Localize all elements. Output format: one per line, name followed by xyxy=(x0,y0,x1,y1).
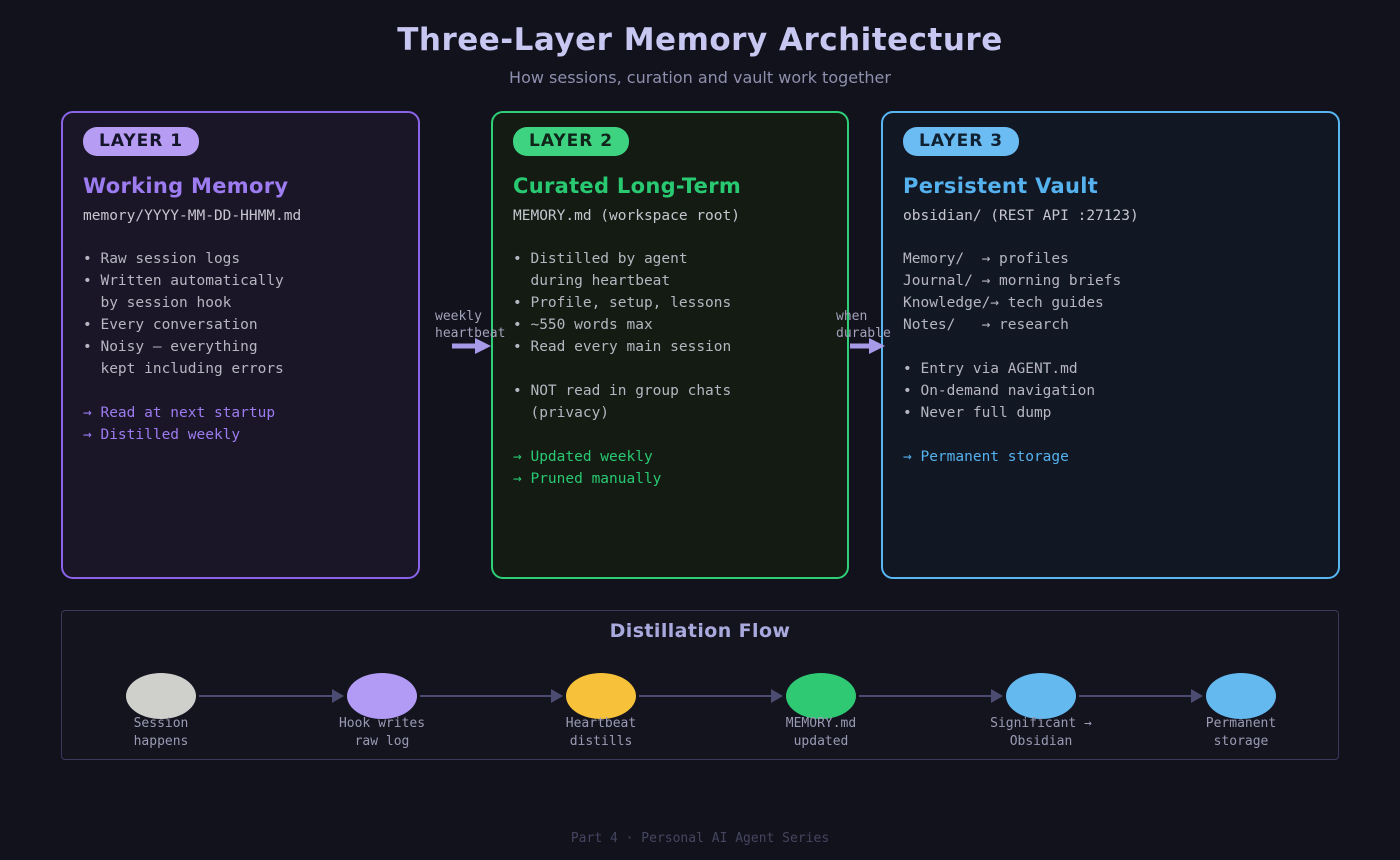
flow-node-permanent-storage xyxy=(1206,673,1276,719)
flow-arrow-icon xyxy=(420,689,563,703)
flow-node-significant-obsidian xyxy=(1006,673,1076,719)
layer3-outcomes: → Permanent storage xyxy=(903,449,1069,465)
layer3-persistent-vault-card: LAYER 3 Persistent Vault obsidian/ (REST… xyxy=(881,111,1340,579)
connector-arrow-right-icon xyxy=(452,337,492,359)
flow-node-session-happens xyxy=(126,673,196,719)
layer2-bullet-list: • Distilled by agent during heartbeat • … xyxy=(513,251,732,421)
layer3-badge: LAYER 3 xyxy=(903,127,1020,156)
layer1-title: Working Memory xyxy=(83,174,289,198)
layer2-outcomes: → Updated weekly → Pruned manually xyxy=(513,449,662,487)
flow-node-label: Hook writes raw log xyxy=(338,716,426,749)
flow-node-hook-writes-raw-log xyxy=(347,673,417,719)
layer3-title: Persistent Vault xyxy=(903,174,1099,198)
page-subtitle: How sessions, curation and vault work to… xyxy=(509,68,891,87)
layer3-directory-list: Memory/ → profiles Journal/ → morning br… xyxy=(903,251,1122,421)
layer1-outcomes: → Read at next startup → Distilled weekl… xyxy=(83,405,276,443)
flow-arrow-icon xyxy=(1079,689,1203,703)
connector-arrow-right-icon xyxy=(850,337,886,359)
page-title: Three-Layer Memory Architecture xyxy=(397,22,1003,58)
layer1-badge: LAYER 1 xyxy=(83,127,200,156)
layer1-bullet-list: • Raw session logs • Written automatical… xyxy=(83,251,284,377)
distillation-flow-panel: Distillation Flow Session happens Hook w… xyxy=(61,610,1339,760)
flow-node-label: Heartbeat distills xyxy=(565,716,637,749)
footer-series-caption: Part 4 · Personal AI Agent Series xyxy=(570,831,830,846)
flow-arrow-icon xyxy=(859,689,1003,703)
layer2-file-path: MEMORY.md (workspace root) xyxy=(513,208,740,224)
flow-arrow-icon xyxy=(199,689,344,703)
flow-title: Distillation Flow xyxy=(609,620,791,642)
layer2-curated-long-term-card: LAYER 2 Curated Long-Term MEMORY.md (wor… xyxy=(491,111,849,579)
layer1-working-memory-card: LAYER 1 Working Memory memory/YYYY-MM-DD… xyxy=(61,111,420,579)
flow-node-label: Permanent storage xyxy=(1205,716,1277,749)
connector-weekly-heartbeat-label: weekly heartbeat xyxy=(435,309,506,341)
layer3-file-path: obsidian/ (REST API :27123) xyxy=(903,208,1139,224)
layer1-file-path: memory/YYYY-MM-DD-HHMM.md xyxy=(83,208,302,224)
flow-node-label: Significant → Obsidian xyxy=(990,716,1092,749)
flow-node-label: MEMORY.md updated xyxy=(785,716,857,749)
connector-when-durable-label: when durable xyxy=(836,309,891,341)
flow-arrow-icon xyxy=(639,689,783,703)
layer2-badge: LAYER 2 xyxy=(513,127,630,156)
flow-node-heartbeat-distills xyxy=(566,673,636,719)
layer2-title: Curated Long-Term xyxy=(513,174,742,198)
flow-node-memory-md-updated xyxy=(786,673,856,719)
flow-node-label: Session happens xyxy=(133,716,189,749)
